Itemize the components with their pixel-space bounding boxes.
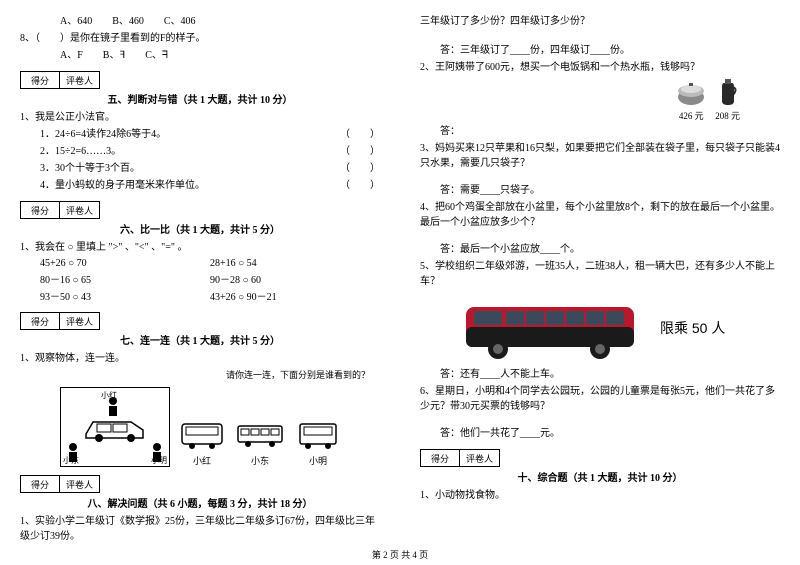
van-names: 小红 小东 小明 [178,454,380,467]
score-cell: 得分 [20,312,60,330]
scene-box: 小红 小东 小明 [60,387,170,467]
score-cell: 得分 [20,201,60,219]
section-10-title: 十、综合题（共 1 大题，共计 10 分） [420,469,780,484]
grader-cell: 评卷人 [60,312,100,330]
price-label: 426 元 [675,109,707,122]
appliance-row: 426 元 208 元 [420,77,780,122]
score-box-10: 得分 评卷人 [420,449,780,467]
bus-figure: 限乘 50 人 [420,293,780,363]
van-side-icon [236,420,284,450]
q3: 3、妈妈买来12只苹果和16只梨，如果要把它们全部装在袋子里，每只袋子只能装4只… [420,141,780,171]
vans-box: 小红 小东 小明 [178,420,380,467]
compare-grid: 45+26 ○ 70 28+16 ○ 54 80－16 ○ 65 90－28 ○… [20,257,380,304]
connect-figure: 小红 小东 小明 小红 小东 [60,387,380,467]
name-label: 小明 [294,454,342,467]
grader-cell: 评卷人 [60,71,100,89]
compare-item: 93－50 ○ 43 [40,288,210,303]
score-box-7: 得分 评卷人 [20,312,380,330]
thermos-icon [718,77,738,107]
sec6-lead: 1、我会在 ○ 里填上 ">" 、"<" 、"=" 。 [20,240,380,255]
kid-icon [105,396,121,418]
price-label: 208 元 [715,109,740,122]
judge-paren: （ ） [330,161,380,176]
ans2: 答： [420,124,780,139]
grader-cell: 评卷人 [60,201,100,219]
thermos: 208 元 [715,77,740,122]
van-front-icon [178,420,226,450]
section-7-title: 七、连一连（共 1 大题，共计 5 分） [20,332,380,347]
sec5-item-1: 1．24÷6=4读作24除6等于4。 （ ） [20,127,380,142]
q5: 5、学校组织二年级郊游，一班35人，二班38人，租一辆大巴，还有多少人不能上车？ [420,259,780,289]
ans4: 答：最后一个小盆应放____个。 [420,242,780,257]
name-label: 小东 [236,454,284,467]
score-box-5: 得分 评卷人 [20,71,380,89]
compare-item: 90－28 ○ 60 [210,271,380,286]
q2: 2、王阿姨带了600元，想买一个电饭锅和一个热水瓶，钱够吗？ [420,60,780,75]
sec10-q1: 1、小动物找食物。 [420,488,780,503]
compare-item: 43+26 ○ 90－21 [210,288,380,303]
judge-text: 1．24÷6=4读作24除6等于4。 [40,127,330,142]
ans3: 答：需要____只袋子。 [420,183,780,198]
bus-capacity-label: 限乘 50 人 [660,318,725,338]
section-6-title: 六、比一比（共 1 大题，共计 5 分） [20,221,380,236]
judge-text: 2．15÷2=6……3。 [40,144,330,159]
ans6: 答：他们一共花了____元。 [420,426,780,441]
q8-options: A、F B、ꟻ C、ᖷ [20,48,380,63]
score-box-8: 得分 评卷人 [20,475,380,493]
page-footer: 第 2 页 共 4 页 [0,548,800,561]
section-5-title: 五、判断对与错（共 1 大题，共计 10 分） [20,91,380,106]
ans5: 答：还有____人不能上车。 [420,367,780,382]
compare-item: 80－16 ○ 65 [40,271,210,286]
judge-paren: （ ） [330,178,380,193]
sec7-lead: 1、观察物体，连一连。 [20,351,380,366]
judge-text: 3．30个十等于3个百。 [40,161,330,176]
compare-item: 28+16 ○ 54 [210,258,380,269]
score-cell: 得分 [420,449,460,467]
sec8-q1: 1、实验小学二年级订《数学报》25份，三年级比二年级多订67份，四年级比三年级少… [20,514,380,544]
ans1: 答：三年级订了____份，四年级订____份。 [420,43,780,58]
van-back-icon [294,420,342,450]
judge-paren: （ ） [330,127,380,142]
sec5-item-4: 4．量小蚂蚁的身子用毫米来作单位。 （ ） [20,178,380,193]
score-box-6: 得分 评卷人 [20,201,380,219]
judge-paren: （ ） [330,144,380,159]
sec7-caption: 请你连一连，下面分别是谁看到的？ [20,368,380,381]
bus-icon [460,293,640,363]
grader-cell: 评卷人 [460,449,500,467]
q4: 4、把60个鸡蛋全部放在小盆里，每个小盆里放8个，剩下的放在最后一个小盆里。最后… [420,200,780,230]
q7-options: A、640 B、460 C、406 [20,14,380,29]
sec5-item-3: 3．30个十等于3个百。 （ ） [20,161,380,176]
kid-br-label: 小明 [151,455,167,466]
rice-cooker-icon [675,79,707,107]
kid-bl-label: 小东 [63,455,79,466]
right-column: 三年级订了多少份？四年级订多少份？ 答：三年级订了____份，四年级订____份… [400,0,800,565]
judge-text: 4．量小蚂蚁的身子用毫米来作单位。 [40,178,330,193]
rice-cooker: 426 元 [675,79,707,122]
score-cell: 得分 [20,71,60,89]
sec5-lead: 1、我是公正小法官。 [20,110,380,125]
car-icon [81,416,151,444]
q1-cont: 三年级订了多少份？四年级订多少份？ [420,14,780,29]
section-8-title: 八、解决问题（共 6 小题，每题 3 分，共计 18 分） [20,495,380,510]
name-label: 小红 [178,454,226,467]
sec5-item-2: 2．15÷2=6……3。 （ ） [20,144,380,159]
score-cell: 得分 [20,475,60,493]
grader-cell: 评卷人 [60,475,100,493]
left-column: A、640 B、460 C、406 8、（ ）是你在镜子里看到的F的样子。 A、… [0,0,400,565]
q8-text: 8、（ ）是你在镜子里看到的F的样子。 [20,31,380,46]
q6: 6、星期日，小明和4个同学去公园玩，公园的儿童票是每张5元，他们一共花了多少元？… [420,384,780,414]
compare-item: 45+26 ○ 70 [40,258,210,269]
